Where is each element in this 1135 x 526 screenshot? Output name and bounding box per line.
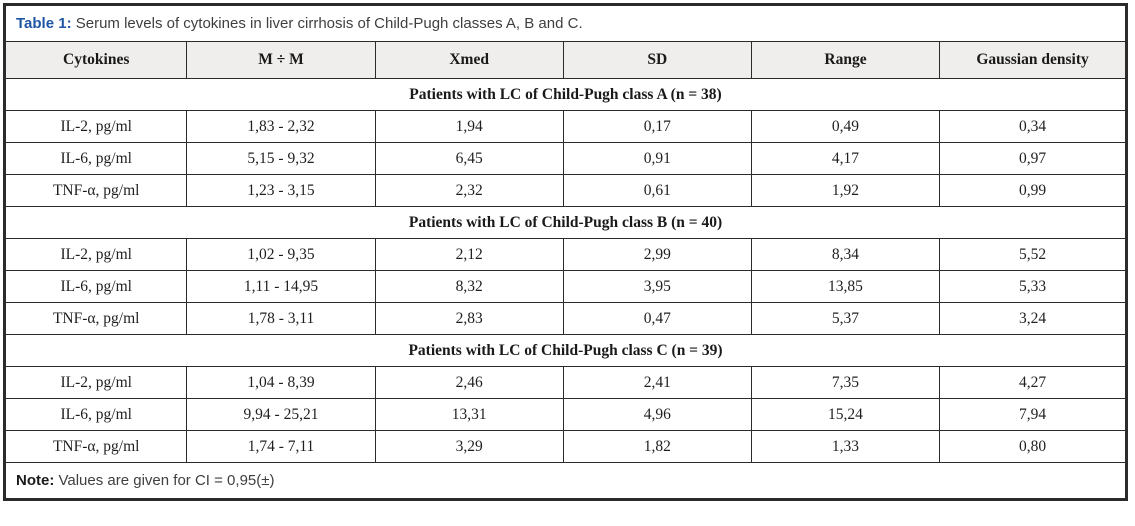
table-row: IL-6, pg/ml 9,94 - 25,21 13,31 4,96 15,24 7,9… xyxy=(4,398,1126,431)
table-frame: Table 1: Serum levels of cytokines in li… xyxy=(3,3,1128,501)
column-header-sd: SD xyxy=(562,41,752,79)
cell-value: 4,17 xyxy=(750,142,941,175)
section-header: Patients with LC of Child-Pugh class C (… xyxy=(5,334,1126,367)
title-row: Table 1: Serum levels of cytokines in li… xyxy=(5,5,1126,42)
cell-value: 13,31 xyxy=(374,398,564,431)
cell-cytokine: TNF-α, pg/ml xyxy=(4,430,188,463)
cell-value: 1,94 xyxy=(374,110,564,143)
cell-cytokine: IL-6, pg/ml xyxy=(4,270,188,303)
cell-value: 5,52 xyxy=(939,238,1126,271)
table-caption-text: Serum levels of cytokines in liver cirrh… xyxy=(71,14,583,32)
table-note-label: Note: xyxy=(16,471,55,489)
cell-value: 2,32 xyxy=(374,174,564,207)
cell-value: 9,94 - 25,21 xyxy=(186,398,376,431)
cell-value: 1,02 - 9,35 xyxy=(186,238,376,271)
cell-value: 0,80 xyxy=(939,430,1126,463)
table-row: IL-2, pg/ml 1,83 - 2,32 1,94 0,17 0,49 0,34 xyxy=(4,110,1126,143)
cell-cytokine: IL-6, pg/ml xyxy=(4,142,188,175)
cell-value: 7,35 xyxy=(750,366,941,399)
cell-value: 7,94 xyxy=(939,398,1126,431)
cell-value: 5,37 xyxy=(750,302,941,335)
column-header-gaussian-density: Gaussian density xyxy=(939,41,1126,79)
column-header-cytokines: Cytokines xyxy=(4,41,188,79)
section-header: Patients with LC of Child-Pugh class A (… xyxy=(5,78,1126,111)
cell-value: 8,32 xyxy=(374,270,564,303)
cell-value: 0,17 xyxy=(562,110,752,143)
cytokine-table: Table 1: Serum levels of cytokines in li… xyxy=(4,5,1126,499)
cell-value: 6,45 xyxy=(374,142,564,175)
cell-value: 1,23 - 3,15 xyxy=(186,174,376,207)
column-header-range: Range xyxy=(750,41,941,79)
note-row: Note: Values are given for CI = 0,95(±) xyxy=(5,462,1126,499)
cell-value: 3,29 xyxy=(374,430,564,463)
cell-value: 3,24 xyxy=(939,302,1126,335)
cell-value: 5,33 xyxy=(939,270,1126,303)
cell-value: 1,74 - 7,11 xyxy=(186,430,376,463)
cell-value: 13,85 xyxy=(750,270,941,303)
table-caption-label: Table 1: xyxy=(16,14,72,32)
cell-value: 1,11 - 14,95 xyxy=(186,270,376,303)
table-row: TNF-α, pg/ml 1,23 - 3,15 2,32 0,61 1,92 0,99 xyxy=(4,174,1126,207)
column-header-xmed: Xmed xyxy=(374,41,564,79)
section-header-row: Patients with LC of Child-Pugh class C (… xyxy=(5,334,1126,367)
cell-value: 0,97 xyxy=(939,142,1126,175)
table-caption: Table 1: Serum levels of cytokines in li… xyxy=(5,5,1126,42)
cell-value: 0,99 xyxy=(939,174,1126,207)
table-row: TNF-α, pg/ml 1,74 - 7,11 3,29 1,82 1,33 0,80 xyxy=(4,430,1126,463)
cell-value: 1,83 - 2,32 xyxy=(186,110,376,143)
column-header-m-div-m: M ÷ M xyxy=(186,41,376,79)
cell-value: 1,33 xyxy=(750,430,941,463)
cell-value: 5,15 - 9,32 xyxy=(186,142,376,175)
cell-value: 15,24 xyxy=(750,398,941,431)
table-note-text: Values are given for CI = 0,95(±) xyxy=(54,471,275,489)
cell-cytokine: IL-2, pg/ml xyxy=(4,110,188,143)
cell-value: 0,34 xyxy=(939,110,1126,143)
cell-value: 2,83 xyxy=(374,302,564,335)
cell-value: 1,78 - 3,11 xyxy=(186,302,376,335)
table-row: IL-2, pg/ml 1,04 - 8,39 2,46 2,41 7,35 4,27 xyxy=(4,366,1126,399)
cell-cytokine: IL-6, pg/ml xyxy=(4,398,188,431)
cell-cytokine: TNF-α, pg/ml xyxy=(4,302,188,335)
cell-value: 1,92 xyxy=(750,174,941,207)
cell-cytokine: IL-2, pg/ml xyxy=(4,238,188,271)
cell-value: 4,27 xyxy=(939,366,1126,399)
cell-value: 0,47 xyxy=(562,302,752,335)
section-header-row: Patients with LC of Child-Pugh class B (… xyxy=(5,206,1126,239)
column-header-row: Cytokines M ÷ M Xmed SD Range Gaussian d… xyxy=(4,41,1126,79)
cell-value: 0,49 xyxy=(750,110,941,143)
cell-value: 3,95 xyxy=(562,270,752,303)
cell-value: 2,41 xyxy=(562,366,752,399)
cell-value: 2,46 xyxy=(374,366,564,399)
cell-value: 2,99 xyxy=(562,238,752,271)
cell-value: 2,12 xyxy=(374,238,564,271)
section-header-row: Patients with LC of Child-Pugh class A (… xyxy=(5,78,1126,111)
cell-value: 0,61 xyxy=(562,174,752,207)
cell-value: 8,34 xyxy=(750,238,941,271)
cell-cytokine: IL-2, pg/ml xyxy=(4,366,188,399)
cell-value: 1,04 - 8,39 xyxy=(186,366,376,399)
table-row: IL-6, pg/ml 5,15 - 9,32 6,45 0,91 4,17 0,97 xyxy=(4,142,1126,175)
section-header: Patients with LC of Child-Pugh class B (… xyxy=(5,206,1126,239)
table-row: IL-6, pg/ml 1,11 - 14,95 8,32 3,95 13,85 5,33 xyxy=(4,270,1126,303)
cell-value: 4,96 xyxy=(562,398,752,431)
cell-cytokine: TNF-α, pg/ml xyxy=(4,174,188,207)
cell-value: 0,91 xyxy=(562,142,752,175)
table-row: TNF-α, pg/ml 1,78 - 3,11 2,83 0,47 5,37 3,24 xyxy=(4,302,1126,335)
cell-value: 1,82 xyxy=(562,430,752,463)
table-row: IL-2, pg/ml 1,02 - 9,35 2,12 2,99 8,34 5,52 xyxy=(4,238,1126,271)
table-note: Note: Values are given for CI = 0,95(±) xyxy=(5,462,1126,499)
